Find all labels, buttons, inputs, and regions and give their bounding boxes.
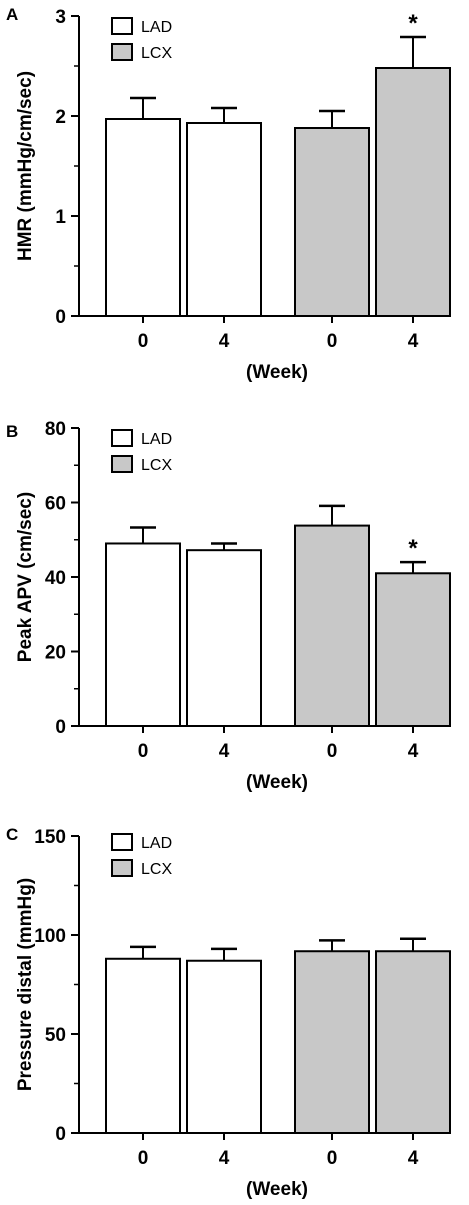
chart-panel-a: A 0 1 2 3 HMR (mmHg/cm/sec) 0 4 0 4 (Week) * LAD LCX — [6, 5, 451, 383]
x-tick-label: 4 — [408, 331, 419, 352]
bar — [105, 542, 181, 727]
bar — [186, 959, 262, 1134]
legend-label: LAD — [141, 835, 172, 852]
x-axis-title: (Week) — [246, 1179, 308, 1200]
y-tick-label: 100 — [34, 926, 66, 947]
x-axis-title: (Week) — [246, 362, 308, 383]
x-tick-label: 0 — [138, 1148, 149, 1169]
legend-label: LCX — [141, 861, 172, 878]
legend-label: LAD — [141, 431, 172, 448]
y-axis-title: Peak APV (cm/sec) — [15, 492, 36, 662]
bar — [375, 572, 451, 728]
bar — [294, 950, 370, 1135]
chart-panel-c: C 0 50 100 150 Pressure distal (mmHg) 0 4 0 4 (Wee… — [6, 825, 451, 1200]
legend-label: LCX — [141, 45, 172, 62]
legend-swatch — [111, 429, 133, 447]
bar — [186, 122, 262, 317]
bar — [375, 67, 451, 317]
x-tick-label: 4 — [219, 1148, 230, 1169]
x-tick-label: 0 — [327, 741, 338, 762]
legend-swatch — [111, 455, 133, 473]
y-tick-label: 1 — [55, 207, 66, 228]
bar — [375, 950, 451, 1135]
y-tick-label: 20 — [45, 643, 66, 664]
panel-letter: A — [6, 5, 18, 24]
y-tick-label: 3 — [55, 7, 66, 28]
y-tick-label: 60 — [45, 494, 66, 515]
legend-swatch — [111, 17, 133, 35]
bar — [294, 524, 370, 727]
x-tick-label: 4 — [408, 1148, 419, 1169]
legend-swatch — [111, 833, 133, 851]
y-tick-label: 50 — [45, 1025, 66, 1046]
y-axis-title: Pressure distal (mmHg) — [15, 878, 36, 1091]
x-axis-title: (Week) — [246, 772, 308, 793]
x-tick-label: 0 — [138, 741, 149, 762]
x-tick-label: 0 — [138, 331, 149, 352]
y-tick-label: 0 — [55, 1124, 66, 1145]
significance-star: * — [408, 535, 418, 562]
legend-swatch — [111, 859, 133, 877]
y-tick-label: 80 — [45, 419, 66, 440]
bar — [105, 957, 181, 1135]
y-tick-label: 150 — [34, 827, 66, 848]
y-tick-label: 0 — [55, 717, 66, 738]
legend-label: LAD — [141, 19, 172, 36]
x-tick-label: 0 — [327, 1148, 338, 1169]
y-tick-label: 0 — [55, 307, 66, 328]
y-tick-label: 40 — [45, 568, 66, 589]
x-tick-label: 0 — [327, 331, 338, 352]
legend-swatch — [111, 43, 133, 61]
panel-letter: B — [6, 422, 18, 441]
bar — [105, 118, 181, 317]
y-axis-title: HMR (mmHg/cm/sec) — [15, 71, 36, 261]
x-tick-label: 4 — [408, 741, 419, 762]
bar — [294, 127, 370, 317]
x-tick-label: 4 — [219, 331, 230, 352]
significance-star: * — [408, 10, 418, 37]
y-tick-label: 2 — [55, 107, 66, 128]
panel-letter: C — [6, 825, 18, 844]
legend-label: LCX — [141, 457, 172, 474]
bar — [186, 549, 262, 727]
x-tick-label: 4 — [219, 741, 230, 762]
